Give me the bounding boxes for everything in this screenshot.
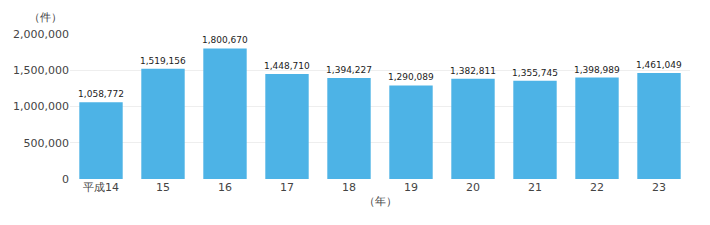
svg-text:（年）: （年） bbox=[364, 195, 397, 208]
svg-text:平成14: 平成14 bbox=[83, 181, 119, 194]
svg-text:1,382,811: 1,382,811 bbox=[450, 66, 496, 76]
svg-text:1,448,710: 1,448,710 bbox=[264, 61, 310, 71]
svg-text:1,519,156: 1,519,156 bbox=[140, 56, 186, 66]
svg-text:1,355,745: 1,355,745 bbox=[512, 68, 558, 78]
svg-text:23: 23 bbox=[652, 181, 666, 194]
svg-text:1,461,049: 1,461,049 bbox=[636, 60, 682, 70]
svg-text:1,290,089: 1,290,089 bbox=[388, 72, 434, 82]
svg-text:1,800,670: 1,800,670 bbox=[202, 35, 248, 45]
svg-text:16: 16 bbox=[218, 181, 232, 194]
svg-text:20: 20 bbox=[466, 181, 480, 194]
svg-text:17: 17 bbox=[280, 181, 294, 194]
svg-text:1,500,000: 1,500,000 bbox=[13, 64, 69, 77]
svg-text:1,394,227: 1,394,227 bbox=[326, 65, 372, 75]
svg-text:1,000,000: 1,000,000 bbox=[13, 100, 69, 113]
svg-text:21: 21 bbox=[528, 181, 542, 194]
svg-text:1,398,989: 1,398,989 bbox=[574, 65, 620, 75]
svg-text:18: 18 bbox=[342, 181, 356, 194]
svg-text:1,058,772: 1,058,772 bbox=[78, 89, 124, 99]
svg-text:15: 15 bbox=[156, 181, 170, 194]
svg-text:0: 0 bbox=[62, 173, 69, 186]
svg-text:22: 22 bbox=[590, 181, 604, 194]
svg-text:500,000: 500,000 bbox=[24, 137, 70, 150]
svg-text:2,000,000: 2,000,000 bbox=[13, 28, 69, 41]
svg-text:（件）: （件） bbox=[29, 11, 62, 24]
svg-text:19: 19 bbox=[404, 181, 418, 194]
